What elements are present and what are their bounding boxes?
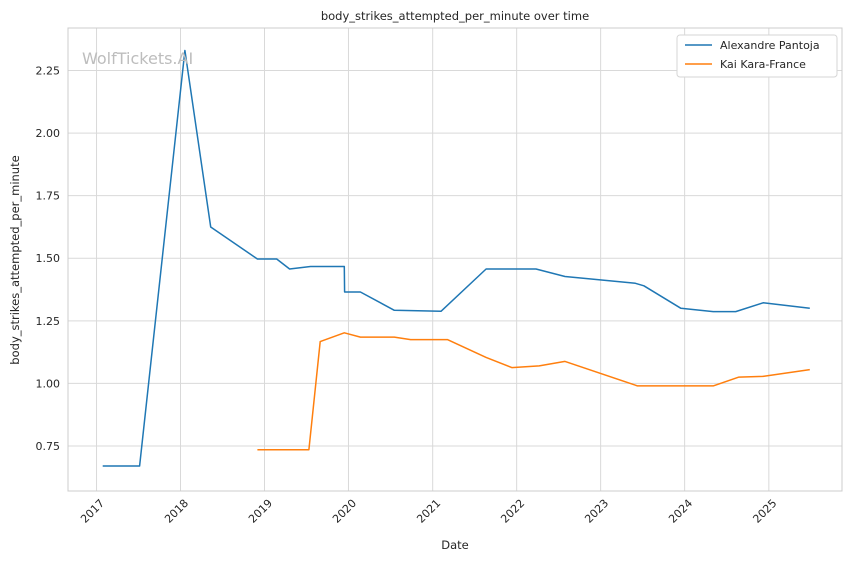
x-tick-label: 2025 [750,497,779,526]
series-line-pantoja [102,49,810,467]
series-lines [102,49,810,467]
x-tick-label: 2019 [246,497,275,526]
legend-box [676,34,838,78]
plot-area [67,27,843,492]
y-tick-label: 1.00 [36,377,61,390]
x-tick-label: 2023 [582,497,611,526]
chart-title: body_strikes_attempted_per_minute over t… [321,9,589,23]
legend-label-pantoja: Alexandre Pantoja [720,39,820,52]
y-tick-label: 0.75 [36,440,61,453]
grid [68,28,842,491]
y-tick-label: 1.50 [36,252,61,265]
legend: Alexandre Pantoja Kai Kara-France [676,34,838,78]
x-axis: 2017 2018 2019 2020 2021 2022 2023 2024 2025 [78,497,779,526]
x-tick-label: 2020 [330,497,359,526]
x-tick-label: 2022 [498,497,527,526]
x-tick-label: 2024 [666,497,695,526]
y-tick-label: 1.75 [36,190,61,203]
series-line-kara-france [257,332,810,451]
y-axis-label: body_strikes_attempted_per_minute [8,155,22,364]
watermark: WolfTickets.AI [82,49,193,68]
x-tick-label: 2017 [78,497,107,526]
x-axis-label: Date [441,538,469,552]
x-tick-label: 2018 [162,497,191,526]
y-tick-label: 2.25 [36,65,61,78]
y-axis: 0.75 1.00 1.25 1.50 1.75 2.00 2.25 [36,65,61,453]
legend-label-kara-france: Kai Kara-France [720,58,806,71]
y-tick-label: 1.25 [36,315,61,328]
x-tick-label: 2021 [414,497,443,526]
y-tick-label: 2.00 [36,127,61,140]
